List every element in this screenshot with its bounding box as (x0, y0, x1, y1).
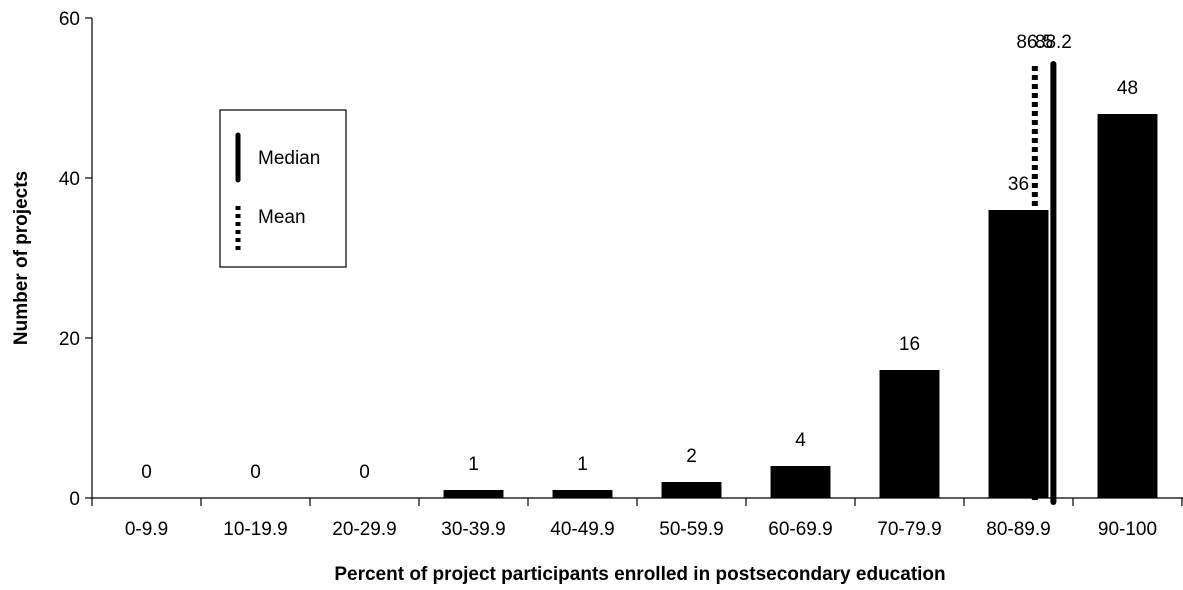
legend-mean-label: Mean (258, 207, 306, 228)
bar (770, 466, 831, 498)
bar (443, 490, 504, 498)
y-tick-label: 40 (59, 169, 80, 190)
x-tick-label: 30-39.9 (441, 519, 505, 540)
bars (443, 114, 1158, 498)
bar-value-label: 16 (899, 334, 920, 355)
bar-value-label: 2 (686, 446, 697, 467)
bar-value-label: 0 (359, 462, 370, 483)
legend-box (219, 109, 347, 268)
x-tick-label: 80-89.9 (986, 519, 1050, 540)
legend: Median Mean (219, 109, 347, 268)
x-tick-label: 20-29.9 (332, 519, 396, 540)
bar (1097, 114, 1158, 498)
x-tick-label: 10-19.9 (223, 519, 287, 540)
bar-value-label: 0 (141, 462, 152, 483)
y-ticks: 0 20 40 60 (59, 9, 92, 510)
bar-value-label: 0 (250, 462, 261, 483)
legend-median-label: Median (258, 148, 320, 169)
median-value-label: 88.2 (1035, 32, 1072, 53)
data-labels: 0 0 0 1 1 2 4 16 36 48 (141, 78, 1138, 483)
bar-value-label: 1 (577, 454, 588, 475)
y-tick-label: 60 (59, 9, 80, 30)
x-tick-label: 70-79.9 (877, 519, 941, 540)
x-tick-label: 90-100 (1098, 519, 1157, 540)
mean-value-label: 86.5 (1016, 32, 1053, 53)
x-axis-title: Percent of project participants enrolled… (334, 564, 945, 585)
bar (879, 370, 940, 498)
y-tick-label: 20 (59, 329, 80, 350)
bar-value-label: 4 (795, 430, 806, 451)
x-ticks: 0-9.9 10-19.9 20-29.9 30-39.9 40-49.9 50-59.9… (91, 498, 1183, 540)
x-tick-label: 60-69.9 (768, 519, 832, 540)
bar-value-label: 36 (1008, 174, 1029, 195)
bar-value-label: 48 (1117, 78, 1138, 99)
bar (988, 210, 1049, 498)
y-axis-title: Number of projects (11, 171, 32, 345)
x-tick-label: 0-9.9 (125, 519, 168, 540)
bar-value-label: 1 (468, 454, 479, 475)
y-tick-label: 0 (69, 489, 80, 510)
reference-lines: 86.588.2 (1016, 32, 1072, 505)
x-tick-label: 50-59.9 (659, 519, 723, 540)
bar (661, 482, 722, 498)
bar (552, 490, 613, 498)
x-tick-label: 40-49.9 (550, 519, 614, 540)
